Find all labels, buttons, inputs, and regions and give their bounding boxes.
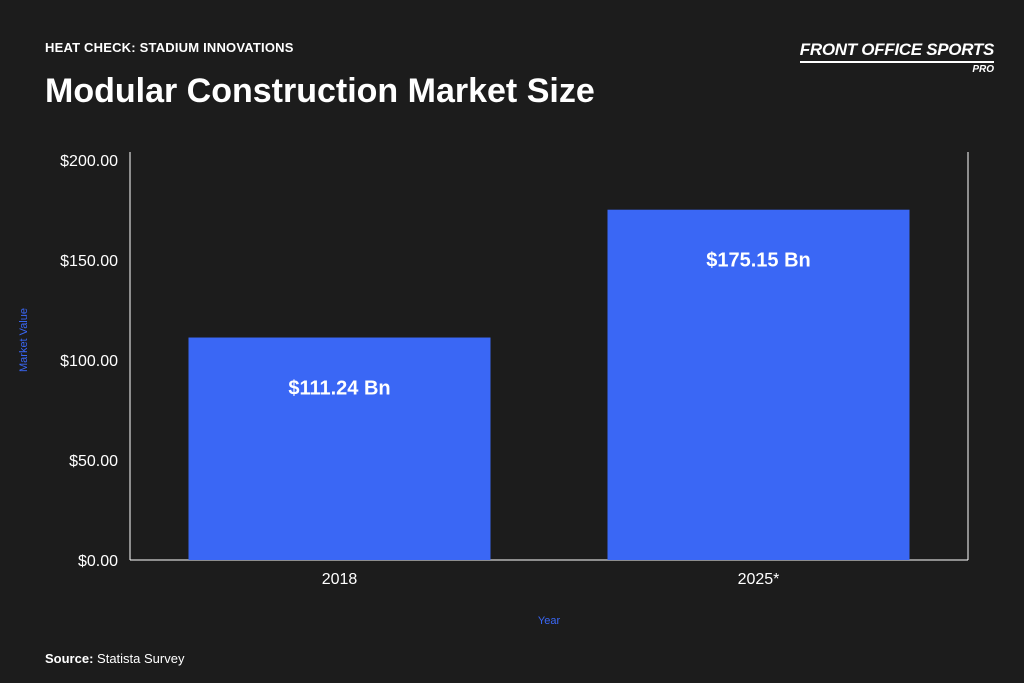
source-note: Source: Statista Survey bbox=[45, 651, 184, 666]
x-axis-title: Year bbox=[538, 615, 561, 627]
x-tick-label: 2018 bbox=[322, 571, 358, 588]
bar-data-label: $175.15 Bn bbox=[706, 250, 811, 272]
y-tick-label: $200.00 bbox=[60, 153, 118, 170]
logo-sub-text: PRO bbox=[972, 64, 994, 75]
y-axis-title: Market Value bbox=[18, 308, 30, 372]
page-title: Modular Construction Market Size bbox=[45, 72, 595, 110]
y-tick-label: $0.00 bbox=[78, 553, 118, 570]
logo-main-text: FRONT OFFICE SPORTS bbox=[799, 40, 994, 63]
source-label: Source: bbox=[45, 651, 94, 666]
brand-logo: FRONT OFFICE SPORTS PRO bbox=[799, 40, 994, 75]
y-tick-label: $50.00 bbox=[69, 453, 118, 470]
bar bbox=[607, 209, 910, 560]
x-tick-label: 2025* bbox=[738, 571, 780, 588]
bar-data-label: $111.24 Bn bbox=[288, 378, 390, 400]
bar bbox=[188, 337, 491, 560]
y-tick-label: $150.00 bbox=[60, 253, 118, 270]
kicker: HEAT CHECK: STADIUM INNOVATIONS bbox=[45, 40, 294, 55]
source-value: Statista Survey bbox=[97, 651, 185, 666]
y-tick-label: $100.00 bbox=[60, 353, 118, 370]
